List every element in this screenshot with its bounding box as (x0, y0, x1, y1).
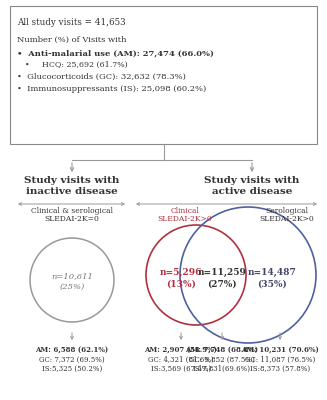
Text: •  Anti-malarial use (AM): 27,474 (66.0%): • Anti-malarial use (AM): 27,474 (66.0%) (17, 50, 214, 58)
Text: •  Immunosuppressants (IS): 25,098 (60.2%): • Immunosuppressants (IS): 25,098 (60.2%… (17, 85, 206, 93)
Text: SLEDAI-2K=0: SLEDAI-2K=0 (44, 215, 99, 223)
Text: Clinical & serological: Clinical & serological (31, 207, 113, 215)
Text: n=5,296: n=5,296 (160, 268, 202, 276)
Text: GC: 11,087 (76.5%): GC: 11,087 (76.5%) (245, 356, 315, 364)
Text: Clinical: Clinical (171, 207, 199, 215)
Text: Number (%) of Visits with: Number (%) of Visits with (17, 36, 127, 44)
Text: •     HCQ: 25,692 (61.7%): • HCQ: 25,692 (61.7%) (25, 61, 128, 69)
Text: SLEDAI-2K>0: SLEDAI-2K>0 (158, 215, 212, 223)
Text: AM: 7,748 (68.8%): AM: 7,748 (68.8%) (185, 347, 259, 355)
Text: IS:8,373 (57.8%): IS:8,373 (57.8%) (250, 365, 310, 373)
Text: Study visits with
active disease: Study visits with active disease (204, 176, 300, 196)
Text: All study visits = 41,653: All study visits = 41,653 (17, 18, 126, 27)
Bar (10, 6, 317, 144)
Text: GC: 7,372 (69.5%): GC: 7,372 (69.5%) (39, 356, 105, 364)
Text: Study visits with
inactive disease: Study visits with inactive disease (24, 176, 120, 196)
Text: (35%): (35%) (257, 280, 287, 288)
Text: n=14,487: n=14,487 (248, 268, 296, 276)
Text: n=10,611: n=10,611 (51, 272, 93, 280)
Text: (13%): (13%) (166, 280, 196, 288)
Text: (27%): (27%) (207, 280, 237, 288)
Text: IS:5,325 (50.2%): IS:5,325 (50.2%) (42, 365, 102, 373)
Text: •  Glucocorticoids (GC): 32,632 (78.3%): • Glucocorticoids (GC): 32,632 (78.3%) (17, 73, 186, 81)
Text: GC: 9,852 (87.5%): GC: 9,852 (87.5%) (189, 356, 255, 364)
Text: AM: 10,231 (70.6%): AM: 10,231 (70.6%) (241, 347, 319, 355)
Text: Serological: Serological (266, 207, 308, 215)
Text: SLEDAI-2K>0: SLEDAI-2K>0 (260, 215, 314, 223)
Text: IS:7,831(69.6%): IS:7,831(69.6%) (193, 365, 251, 373)
Text: (25%): (25%) (60, 283, 85, 291)
Text: n=11,259: n=11,259 (198, 268, 247, 276)
Text: AM: 2,907 (54.9%): AM: 2,907 (54.9%) (145, 347, 217, 355)
Text: IS:3,569 (67.4%): IS:3,569 (67.4%) (151, 365, 211, 373)
Text: AM: 6,588 (62.1%): AM: 6,588 (62.1%) (35, 347, 109, 355)
Text: GC: 4,321 (81.6%): GC: 4,321 (81.6%) (148, 356, 214, 364)
